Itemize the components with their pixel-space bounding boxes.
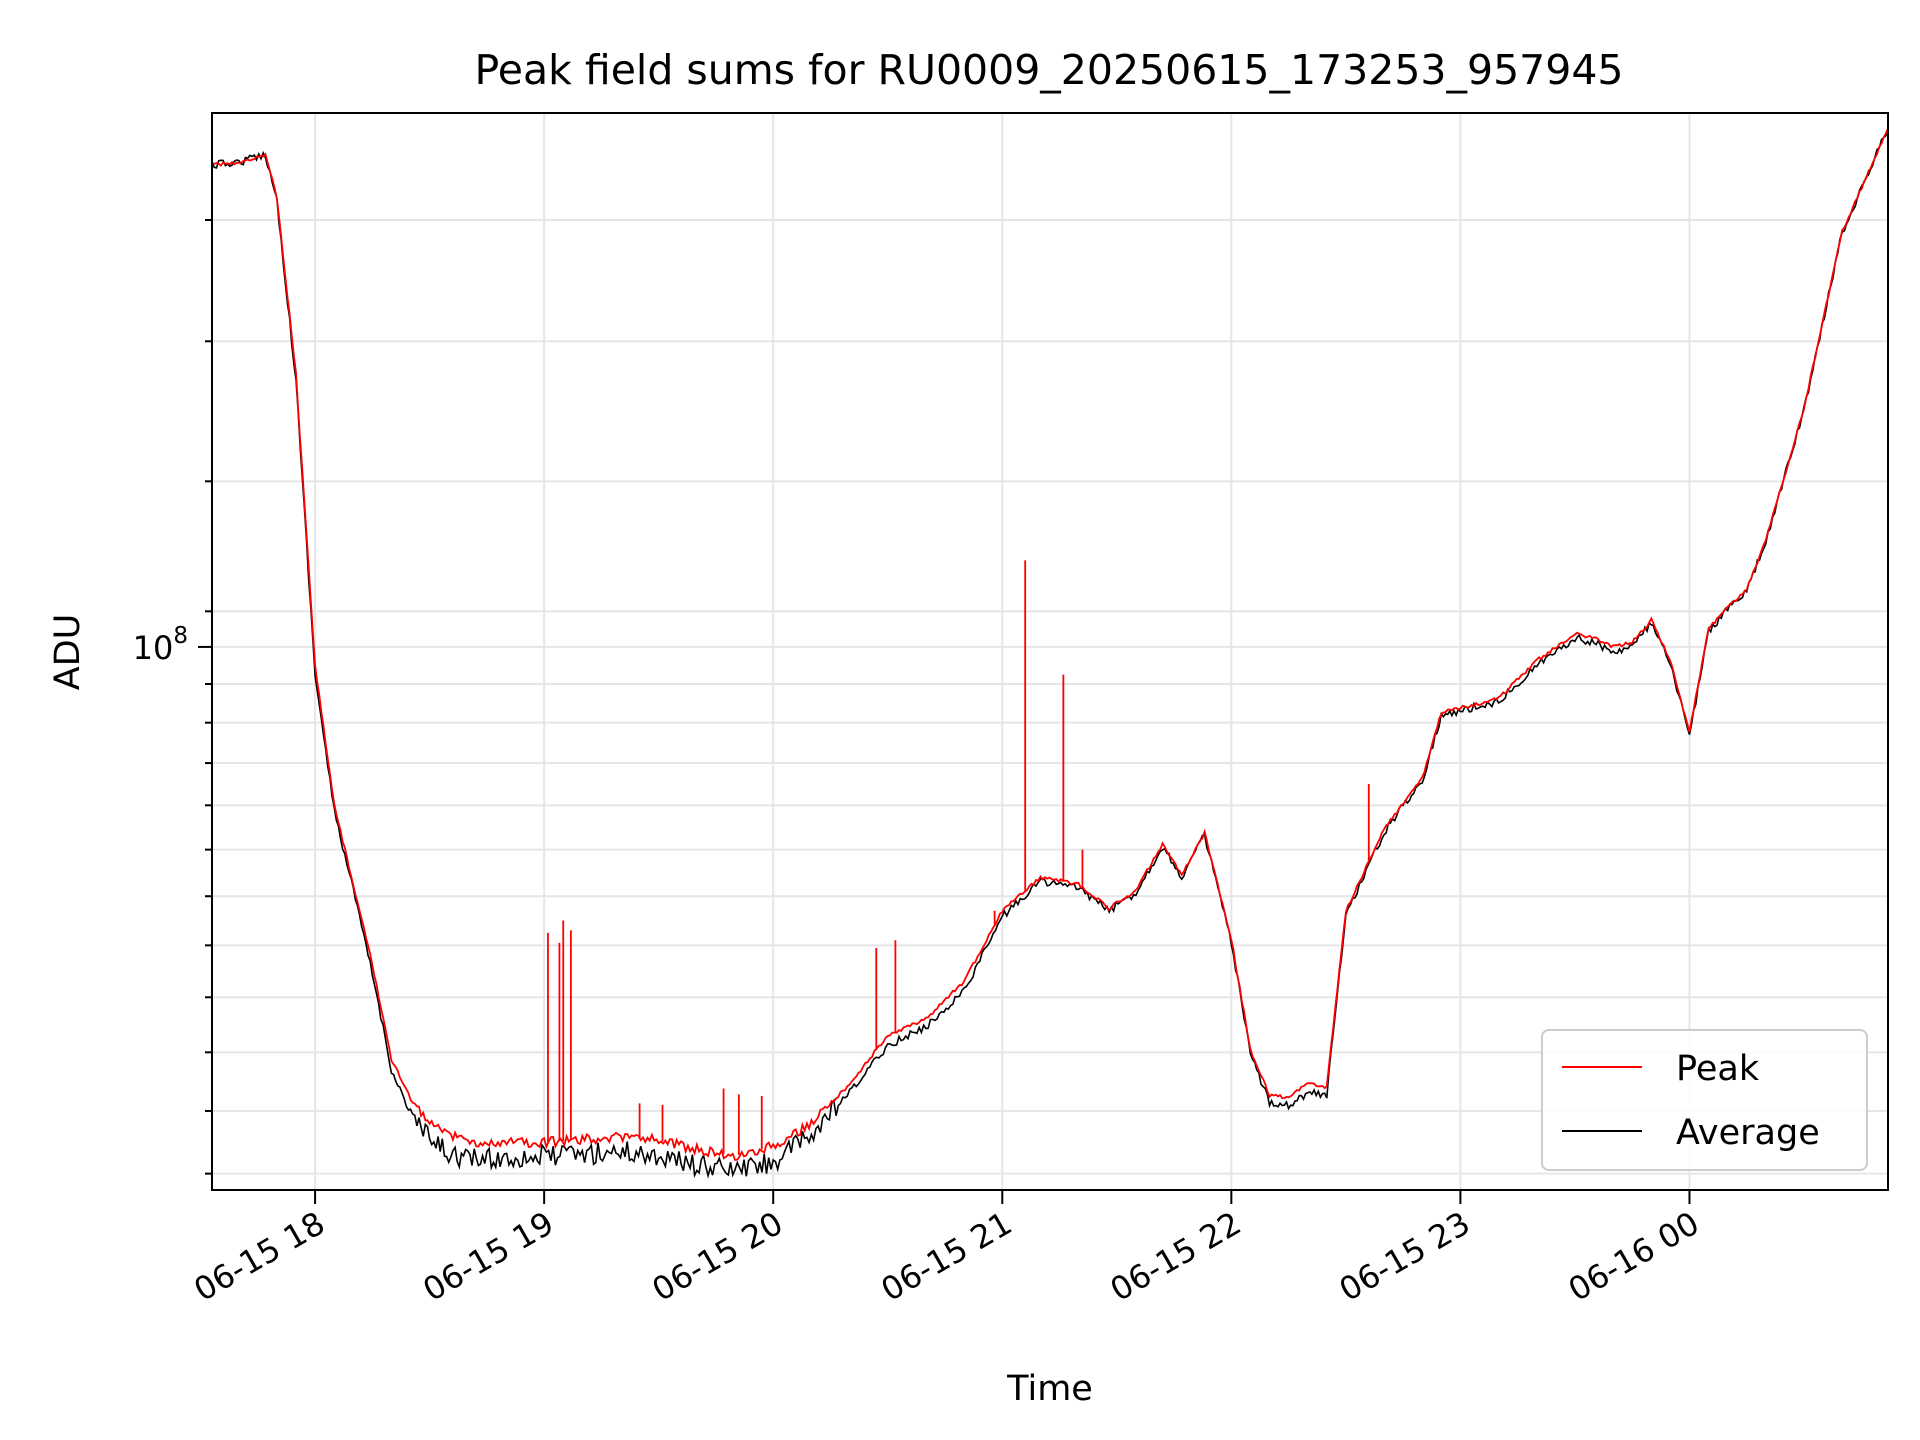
y-tick-label: 108 xyxy=(133,623,188,667)
x-axis-label: Time xyxy=(1006,1369,1093,1409)
axes-frame xyxy=(211,112,1889,1191)
chart-title: Peak field sums for RU0009_20250615_1732… xyxy=(474,46,1623,94)
legend-box xyxy=(1541,1029,1868,1171)
y-axis-label: ADU xyxy=(48,614,88,691)
legend-label-average: Average xyxy=(1676,1113,1820,1153)
plot-area xyxy=(212,127,1888,1179)
series-line-average xyxy=(212,128,1888,1179)
y-tick-base: 10 xyxy=(133,629,174,667)
series-line-peak xyxy=(212,127,1888,1161)
grid xyxy=(212,113,1888,1190)
legend: Peak Average xyxy=(1541,1029,1868,1171)
y-axis: 108 xyxy=(133,218,212,1175)
legend-label-peak: Peak xyxy=(1676,1049,1760,1089)
y-tick-exponent: 8 xyxy=(173,623,188,649)
